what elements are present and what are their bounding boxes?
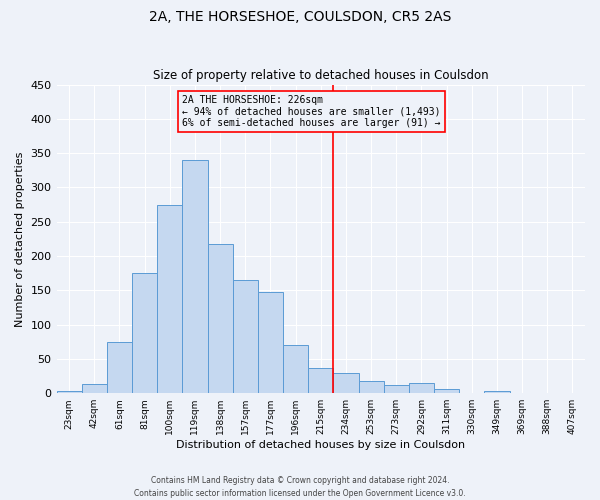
Title: Size of property relative to detached houses in Coulsdon: Size of property relative to detached ho… [153, 69, 488, 82]
Bar [484, 391, 509, 393]
Bar [107, 342, 132, 393]
Bar [82, 384, 107, 393]
Bar [409, 383, 434, 393]
Bar [359, 381, 383, 393]
Bar [233, 280, 258, 393]
Bar [434, 389, 459, 393]
Bar [383, 385, 409, 393]
Bar [56, 391, 82, 393]
Bar [157, 204, 182, 393]
X-axis label: Distribution of detached houses by size in Coulsdon: Distribution of detached houses by size … [176, 440, 466, 450]
Bar [283, 345, 308, 393]
Bar [334, 374, 359, 393]
Text: 2A THE HORSESHOE: 226sqm
← 94% of detached houses are smaller (1,493)
6% of semi: 2A THE HORSESHOE: 226sqm ← 94% of detach… [182, 95, 441, 128]
Bar [132, 273, 157, 393]
Y-axis label: Number of detached properties: Number of detached properties [15, 151, 25, 326]
Text: Contains HM Land Registry data © Crown copyright and database right 2024.
Contai: Contains HM Land Registry data © Crown c… [134, 476, 466, 498]
Bar [258, 292, 283, 393]
Bar [182, 160, 208, 393]
Text: 2A, THE HORSESHOE, COULSDON, CR5 2AS: 2A, THE HORSESHOE, COULSDON, CR5 2AS [149, 10, 451, 24]
Bar [208, 244, 233, 393]
Bar [308, 368, 334, 393]
